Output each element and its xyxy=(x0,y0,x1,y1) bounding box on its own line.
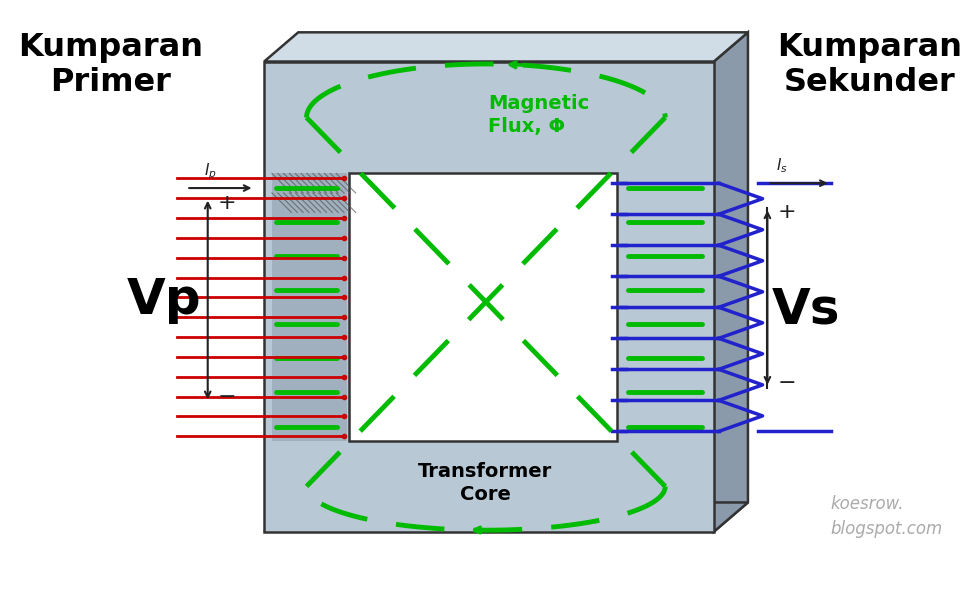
Polygon shape xyxy=(349,144,651,173)
Polygon shape xyxy=(616,144,651,441)
Polygon shape xyxy=(272,173,347,441)
Text: −: − xyxy=(777,373,796,393)
Polygon shape xyxy=(265,62,713,532)
Text: Vp: Vp xyxy=(126,276,201,324)
Text: Kumparan
Sekunder: Kumparan Sekunder xyxy=(777,32,962,98)
Text: −: − xyxy=(218,388,236,407)
Text: +: + xyxy=(218,193,236,212)
Polygon shape xyxy=(383,144,651,412)
Text: $I_p$: $I_p$ xyxy=(204,161,217,182)
Text: Kumparan
Primer: Kumparan Primer xyxy=(18,32,203,98)
Polygon shape xyxy=(349,173,616,441)
Text: +: + xyxy=(777,202,796,223)
Text: $I_s$: $I_s$ xyxy=(776,157,788,175)
Text: Vs: Vs xyxy=(772,286,841,334)
Polygon shape xyxy=(265,502,748,532)
Text: Magnetic
Flux, Φ: Magnetic Flux, Φ xyxy=(488,94,589,136)
Polygon shape xyxy=(265,32,748,62)
Text: Transformer
Core: Transformer Core xyxy=(418,462,553,504)
Text: koesrow.
blogspot.com: koesrow. blogspot.com xyxy=(831,494,943,538)
Polygon shape xyxy=(713,32,748,532)
